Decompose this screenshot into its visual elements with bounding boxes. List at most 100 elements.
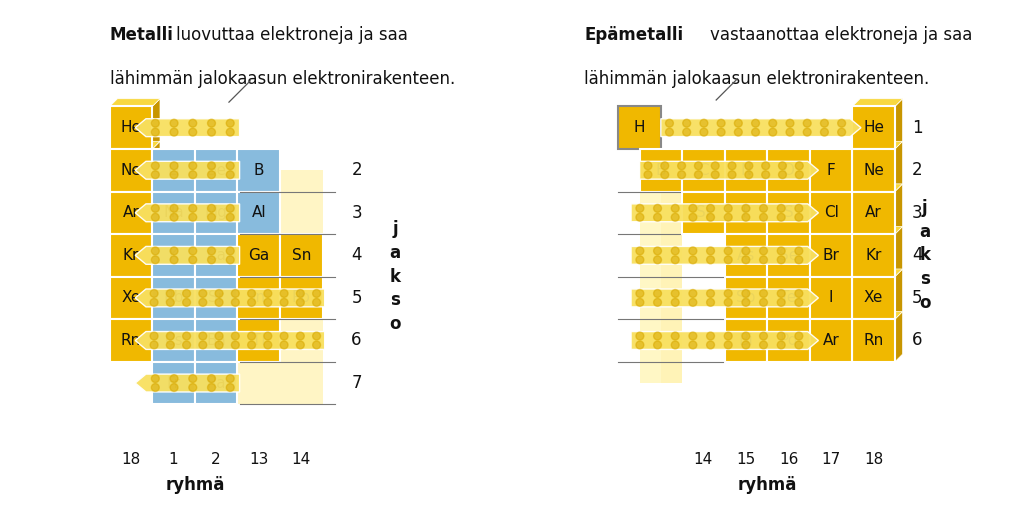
Polygon shape xyxy=(135,119,239,137)
Circle shape xyxy=(183,289,190,297)
Text: 18: 18 xyxy=(122,452,141,467)
Circle shape xyxy=(170,247,178,255)
Circle shape xyxy=(189,247,196,255)
Polygon shape xyxy=(135,374,239,392)
Text: 7: 7 xyxy=(351,374,362,392)
Bar xyxy=(767,149,810,192)
Circle shape xyxy=(795,256,803,264)
Circle shape xyxy=(760,204,767,212)
Text: Ga: Ga xyxy=(249,248,269,263)
Circle shape xyxy=(636,204,643,212)
Polygon shape xyxy=(135,161,239,179)
Polygon shape xyxy=(152,312,160,362)
Circle shape xyxy=(762,171,769,179)
Circle shape xyxy=(170,162,178,170)
Text: Ar: Ar xyxy=(123,205,139,220)
Circle shape xyxy=(777,289,785,297)
Text: 1: 1 xyxy=(169,452,178,467)
Text: j
a
k
s
o: j a k s o xyxy=(389,220,401,333)
Circle shape xyxy=(189,384,196,392)
Circle shape xyxy=(688,247,697,255)
Circle shape xyxy=(215,298,223,306)
Circle shape xyxy=(654,298,662,306)
Circle shape xyxy=(671,332,679,340)
Circle shape xyxy=(671,298,679,306)
Circle shape xyxy=(189,204,196,212)
Circle shape xyxy=(671,204,679,212)
Circle shape xyxy=(226,128,234,136)
Circle shape xyxy=(760,332,767,340)
Bar xyxy=(152,149,195,192)
Text: 13: 13 xyxy=(249,452,268,467)
Circle shape xyxy=(777,298,785,306)
Text: C: C xyxy=(698,163,709,178)
Circle shape xyxy=(208,128,216,136)
Bar xyxy=(237,192,280,234)
Text: lähimmän jalokaasun elektronirakenteen.: lähimmän jalokaasun elektronirakenteen. xyxy=(109,70,455,88)
Bar xyxy=(237,277,280,319)
Circle shape xyxy=(707,247,714,255)
Bar xyxy=(152,192,195,234)
Circle shape xyxy=(803,128,811,136)
Circle shape xyxy=(724,298,732,306)
Circle shape xyxy=(151,128,160,136)
Circle shape xyxy=(745,171,753,179)
Polygon shape xyxy=(152,99,160,149)
Circle shape xyxy=(724,289,732,297)
Circle shape xyxy=(248,289,256,297)
Circle shape xyxy=(636,289,643,297)
Circle shape xyxy=(795,332,803,340)
Text: F: F xyxy=(827,163,836,178)
Polygon shape xyxy=(109,142,160,149)
Circle shape xyxy=(170,204,178,212)
Text: Ba: Ba xyxy=(207,333,226,348)
Circle shape xyxy=(742,256,750,264)
Text: 5: 5 xyxy=(911,289,923,307)
Text: 4: 4 xyxy=(351,246,362,264)
Text: B: B xyxy=(656,163,666,178)
Circle shape xyxy=(735,119,743,127)
Text: Na: Na xyxy=(164,205,184,220)
Polygon shape xyxy=(852,269,902,277)
Circle shape xyxy=(752,128,759,136)
Circle shape xyxy=(795,289,803,297)
Circle shape xyxy=(198,341,207,349)
Circle shape xyxy=(151,375,160,383)
Circle shape xyxy=(151,162,160,170)
Circle shape xyxy=(795,247,803,255)
Circle shape xyxy=(688,341,697,349)
Circle shape xyxy=(671,213,679,221)
Text: Metalli: Metalli xyxy=(109,26,174,44)
Text: S: S xyxy=(784,205,794,220)
Text: I: I xyxy=(829,290,834,305)
Circle shape xyxy=(231,332,239,340)
Circle shape xyxy=(724,213,732,221)
Circle shape xyxy=(671,247,679,255)
Circle shape xyxy=(170,171,178,179)
Polygon shape xyxy=(135,289,324,307)
Bar xyxy=(109,149,152,192)
Circle shape xyxy=(151,256,160,264)
Polygon shape xyxy=(109,312,160,319)
Circle shape xyxy=(707,341,714,349)
Text: Si: Si xyxy=(697,205,710,220)
Circle shape xyxy=(654,204,662,212)
Circle shape xyxy=(724,332,732,340)
Circle shape xyxy=(707,298,714,306)
Polygon shape xyxy=(109,227,160,234)
Bar xyxy=(152,362,195,404)
Circle shape xyxy=(795,298,803,306)
Circle shape xyxy=(313,289,320,297)
Text: Se: Se xyxy=(779,248,798,263)
Bar xyxy=(724,192,767,234)
Polygon shape xyxy=(152,269,160,319)
Text: B: B xyxy=(254,163,264,178)
Circle shape xyxy=(786,119,794,127)
Text: luovuttaa elektroneja ja saa: luovuttaa elektroneja ja saa xyxy=(176,26,407,44)
Circle shape xyxy=(688,289,697,297)
Circle shape xyxy=(151,119,160,127)
Circle shape xyxy=(742,289,750,297)
Circle shape xyxy=(189,119,196,127)
Polygon shape xyxy=(631,331,818,350)
Bar xyxy=(109,106,152,149)
